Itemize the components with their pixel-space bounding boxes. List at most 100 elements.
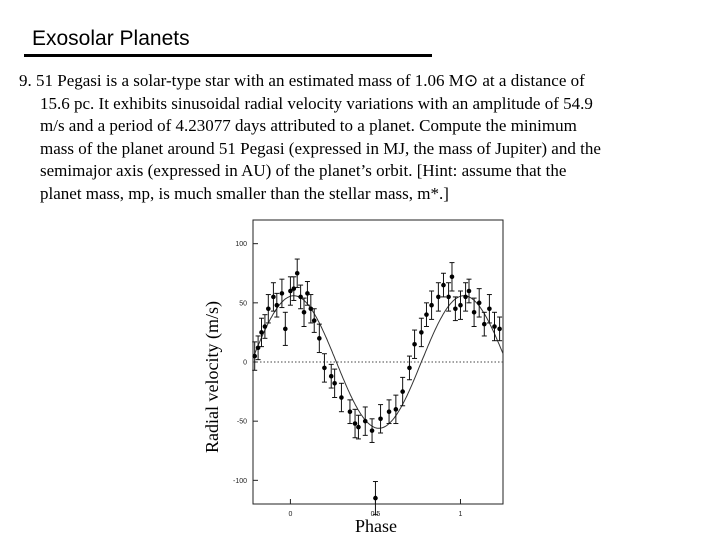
data-point xyxy=(491,311,497,342)
y-tick-label: 50 xyxy=(239,300,247,307)
data-point xyxy=(497,316,503,342)
data-point xyxy=(252,341,258,371)
problem-statement: 9. 51 Pegasi is a solar-type star with a… xyxy=(19,70,701,205)
data-point xyxy=(282,311,288,346)
data-point xyxy=(446,282,452,312)
data-point-marker xyxy=(356,424,361,430)
data-point xyxy=(372,481,378,516)
data-point xyxy=(386,399,392,425)
data-point-marker xyxy=(476,300,482,306)
data-point-marker xyxy=(301,310,307,315)
data-point xyxy=(481,311,487,337)
data-point xyxy=(308,294,314,324)
data-point-marker xyxy=(497,326,502,332)
data-points xyxy=(252,258,503,516)
data-point-marker xyxy=(407,365,412,371)
data-point-marker xyxy=(288,288,293,294)
data-point-marker xyxy=(412,341,417,347)
data-point-marker xyxy=(492,324,497,329)
y-axis-ticks: 100 50 0 -50 -100 xyxy=(233,241,258,485)
data-point xyxy=(279,278,285,309)
data-point-marker xyxy=(362,418,368,424)
data-point xyxy=(423,302,429,327)
data-point xyxy=(255,335,261,361)
data-point-marker xyxy=(393,407,399,412)
data-point xyxy=(429,290,435,320)
data-point-marker xyxy=(332,381,337,386)
slide-title: Exosolar Planets xyxy=(32,27,190,50)
data-point xyxy=(435,282,441,312)
data-point xyxy=(316,323,322,354)
y-tick-label: 0 xyxy=(243,360,247,367)
data-point xyxy=(332,368,338,398)
data-point-marker xyxy=(252,353,258,359)
data-point xyxy=(466,278,472,304)
data-point xyxy=(338,382,344,413)
data-point-marker xyxy=(283,326,288,332)
data-point xyxy=(378,404,384,434)
data-point-marker xyxy=(481,321,487,327)
plot-frame xyxy=(252,219,504,505)
data-point xyxy=(486,294,492,324)
data-point xyxy=(457,290,463,320)
x-tick-label: 0 xyxy=(288,511,292,518)
data-point-marker xyxy=(419,330,424,335)
data-point xyxy=(301,297,307,327)
data-point-marker xyxy=(436,294,441,300)
title-underline xyxy=(24,54,432,57)
data-point xyxy=(369,418,375,443)
data-point xyxy=(291,276,297,301)
data-point-marker xyxy=(352,421,358,426)
data-point-marker xyxy=(322,365,327,371)
data-point xyxy=(418,317,424,348)
y-axis-title: Radial velocity (m/s) xyxy=(202,301,223,453)
problem-line-6: planet mass, mp, is much smaller than th… xyxy=(40,183,449,203)
data-point-marker xyxy=(259,330,264,335)
data-point-marker xyxy=(453,306,458,312)
data-point xyxy=(311,308,317,333)
data-point-marker xyxy=(449,274,455,280)
y-tick-label: -50 xyxy=(237,419,247,426)
problem-line-1: 9. 51 Pegasi is a solar-type star with a… xyxy=(19,71,585,90)
fit-curve xyxy=(252,295,504,429)
data-point-marker xyxy=(262,324,268,329)
x-axis-title: Phase xyxy=(355,516,397,536)
data-point xyxy=(476,288,482,318)
data-point xyxy=(412,329,418,359)
data-point xyxy=(274,292,280,318)
data-point-marker xyxy=(471,310,477,315)
data-point xyxy=(262,314,268,339)
data-point-marker xyxy=(266,306,271,312)
data-point-marker xyxy=(294,270,300,276)
data-point xyxy=(393,394,399,425)
data-point xyxy=(265,294,271,324)
data-point xyxy=(287,276,293,306)
data-point-marker xyxy=(441,282,446,288)
data-point xyxy=(304,281,310,306)
data-point xyxy=(352,408,358,439)
data-point xyxy=(294,258,300,288)
problem-line-4: mass of the planet around 51 Pegasi (exp… xyxy=(40,138,601,158)
problem-line-5: semimajor axis (expressed in AU) of the … xyxy=(40,161,567,180)
data-point-marker xyxy=(373,495,378,501)
data-point xyxy=(259,317,265,348)
data-point xyxy=(298,284,304,310)
data-point-marker xyxy=(463,294,468,300)
data-point-marker xyxy=(279,291,285,296)
data-point xyxy=(355,414,361,440)
data-point-marker xyxy=(274,302,280,308)
y-tick-label: -100 xyxy=(233,478,247,485)
data-point xyxy=(321,353,327,383)
data-point xyxy=(362,406,368,436)
problem-line-2: 15.6 pc. It exhibits sinusoidal radial v… xyxy=(40,93,593,113)
data-point-marker xyxy=(271,294,276,300)
data-point xyxy=(452,296,458,322)
data-point xyxy=(406,355,412,381)
data-point-marker xyxy=(429,302,434,308)
y-tick-label: 100 xyxy=(235,241,247,248)
data-point-marker xyxy=(308,306,314,312)
data-point-marker xyxy=(347,409,353,414)
data-point xyxy=(270,282,276,312)
